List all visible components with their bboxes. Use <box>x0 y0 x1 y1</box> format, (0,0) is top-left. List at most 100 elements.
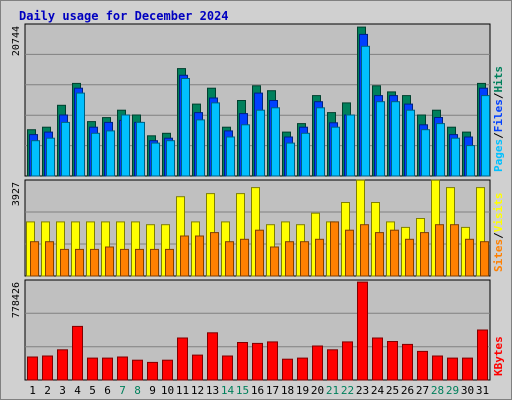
bar-sites-16 <box>255 229 264 277</box>
bar-sites-28 <box>435 224 444 277</box>
bar-sites-17 <box>270 246 279 277</box>
bar-sites-14 <box>225 241 234 277</box>
bar-pages-13 <box>211 102 220 177</box>
bar-kbytes-4 <box>72 325 83 381</box>
bar-pages-20 <box>316 107 325 177</box>
bar-pages-23 <box>361 45 370 177</box>
bar-sites-30 <box>465 238 474 277</box>
bar-kbytes-22 <box>342 341 353 381</box>
legend-0: Pages/Files/Hits <box>492 66 505 172</box>
bar-kbytes-6 <box>102 357 113 381</box>
bar-kbytes-18 <box>282 358 293 381</box>
bar-sites-2 <box>45 241 54 277</box>
bar-kbytes-26 <box>402 343 413 381</box>
bar-pages-25 <box>391 101 400 177</box>
bar-pages-29 <box>451 137 460 177</box>
bar-sites-29 <box>450 224 459 277</box>
legend-visits: Visits <box>492 193 505 233</box>
bar-pages-6 <box>106 130 115 177</box>
bar-kbytes-5 <box>87 357 98 381</box>
bar-pages-2 <box>46 137 55 177</box>
bar-pages-16 <box>256 109 265 177</box>
ymax-label-2: 778426 <box>11 282 22 318</box>
legend-hits: Hits <box>492 66 505 93</box>
x-tick-14: 14 <box>221 384 235 397</box>
bar-pages-22 <box>346 114 355 177</box>
bar-pages-30 <box>466 145 475 177</box>
legend-1: Sites/Visits <box>492 193 505 273</box>
bar-kbytes-27 <box>417 350 428 381</box>
legend-kbytes: KBytes <box>492 336 505 376</box>
legend-2: KBytes <box>492 336 505 376</box>
bar-kbytes-14 <box>222 355 233 381</box>
x-tick-23: 23 <box>356 384 369 397</box>
bar-sites-26 <box>405 238 414 277</box>
bar-pages-5 <box>91 132 100 177</box>
x-tick-16: 16 <box>251 384 264 397</box>
bar-kbytes-12 <box>192 354 203 381</box>
bar-pages-17 <box>271 107 280 177</box>
legend-pages: Pages <box>492 139 505 172</box>
bar-pages-4 <box>76 92 85 177</box>
bar-sites-13 <box>210 232 219 277</box>
legend-separator: / <box>492 232 505 239</box>
x-tick-27: 27 <box>416 384 429 397</box>
bar-kbytes-3 <box>57 349 68 381</box>
bar-sites-1 <box>30 241 39 277</box>
bar-kbytes-31 <box>477 329 488 381</box>
bar-sites-9 <box>150 248 159 277</box>
bar-sites-11 <box>180 235 189 277</box>
bar-kbytes-30 <box>462 357 473 381</box>
legend-files: Files <box>492 99 505 132</box>
bar-kbytes-8 <box>132 359 143 381</box>
x-tick-15: 15 <box>236 384 249 397</box>
legend-separator: / <box>492 92 505 99</box>
bar-pages-24 <box>376 101 385 177</box>
bar-kbytes-9 <box>147 361 158 381</box>
x-tick-24: 24 <box>371 384 385 397</box>
bar-kbytes-7 <box>117 356 128 381</box>
bar-pages-11 <box>181 78 190 177</box>
bar-kbytes-29 <box>447 357 458 381</box>
bar-pages-31 <box>481 95 490 177</box>
bar-sites-22 <box>345 229 354 277</box>
bar-kbytes-24 <box>372 337 383 381</box>
bar-sites-6 <box>105 246 114 277</box>
x-tick-18: 18 <box>281 384 294 397</box>
bar-kbytes-10 <box>162 359 173 381</box>
bar-kbytes-1 <box>27 356 38 381</box>
ymax-label-0: 20744 <box>11 26 22 56</box>
bar-sites-8 <box>135 248 144 277</box>
bar-sites-4 <box>75 248 84 277</box>
x-tick-28: 28 <box>431 384 444 397</box>
bar-pages-27 <box>421 129 430 177</box>
bar-pages-18 <box>286 142 295 177</box>
bar-pages-15 <box>241 124 250 177</box>
bar-kbytes-15 <box>237 342 248 381</box>
x-tick-19: 19 <box>296 384 309 397</box>
x-tick-25: 25 <box>386 384 399 397</box>
bar-sites-21 <box>330 221 339 277</box>
bar-pages-10 <box>166 140 175 177</box>
x-tick-6: 6 <box>104 384 111 397</box>
bar-sites-24 <box>375 232 384 277</box>
bar-sites-5 <box>90 248 99 277</box>
bar-kbytes-2 <box>42 355 53 381</box>
bar-pages-21 <box>331 126 340 177</box>
x-tick-22: 22 <box>341 384 354 397</box>
bar-pages-7 <box>121 114 130 177</box>
x-tick-5: 5 <box>89 384 96 397</box>
bar-kbytes-19 <box>297 357 308 381</box>
bar-sites-27 <box>420 232 429 277</box>
legend-sites: Sites <box>492 239 505 272</box>
bar-kbytes-20 <box>312 345 323 381</box>
bar-sites-7 <box>120 248 129 277</box>
x-tick-11: 11 <box>176 384 189 397</box>
bar-pages-26 <box>406 109 415 177</box>
bar-kbytes-11 <box>177 337 188 381</box>
bar-sites-19 <box>300 241 309 277</box>
ymax-label-1: 3927 <box>11 182 22 206</box>
bar-sites-3 <box>60 248 69 277</box>
x-tick-4: 4 <box>74 384 81 397</box>
bar-sites-25 <box>390 229 399 277</box>
